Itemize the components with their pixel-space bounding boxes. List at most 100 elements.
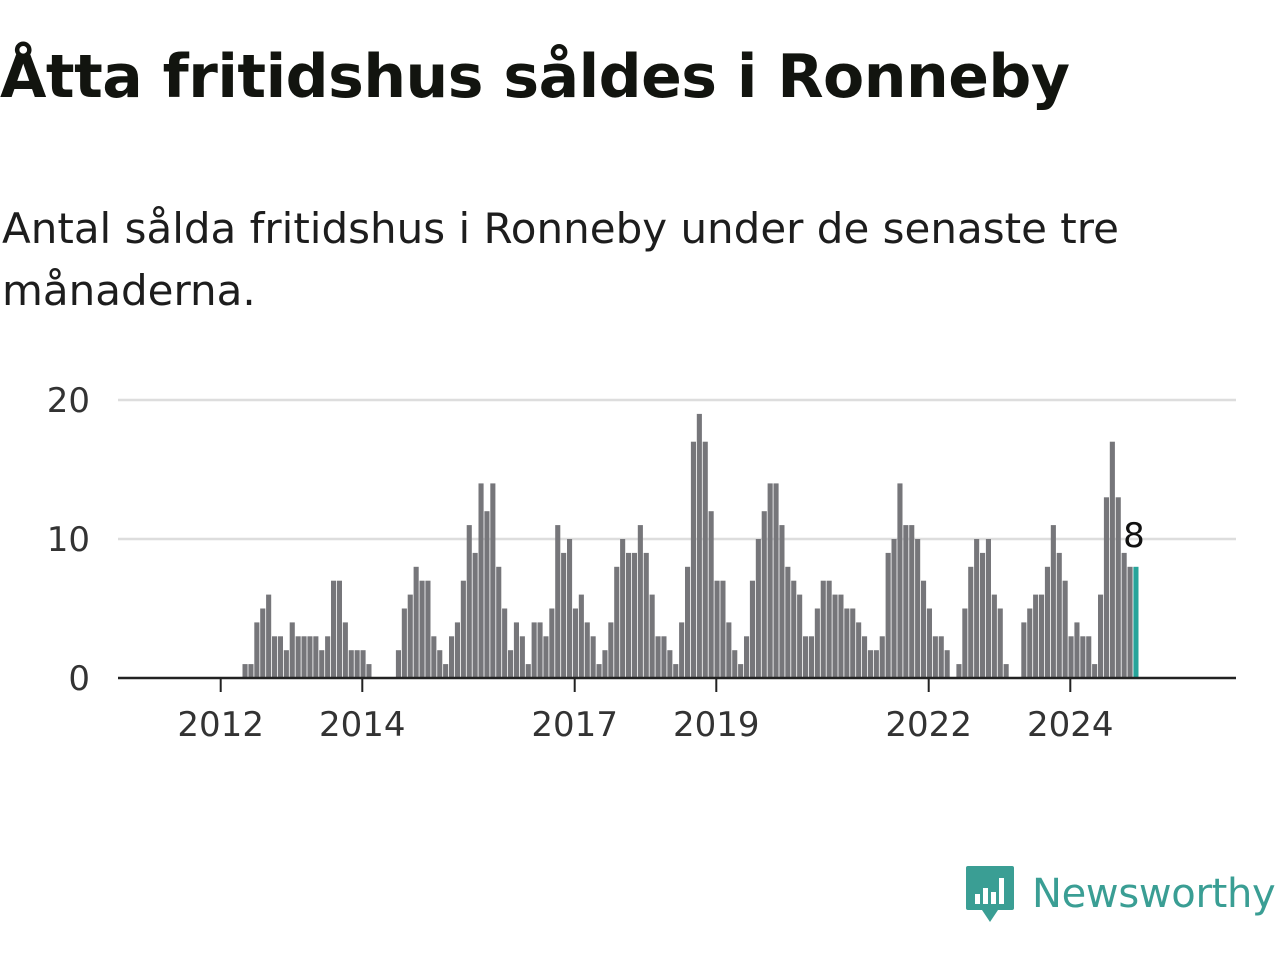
bar [260,608,266,678]
bar [454,622,460,678]
bar [1103,497,1109,678]
bar [749,580,755,678]
y-tick-label: 20 [47,381,90,421]
bar [897,483,903,678]
bar [289,622,295,678]
bar [696,413,702,678]
bar [814,608,820,678]
newsworthy-logo: Newsworthy [964,864,1276,924]
y-tick-label: 10 [47,520,90,560]
bar [319,650,325,678]
bar [1044,566,1050,678]
bar-chart: 0 10 20 2012 2014 2017 2019 2022 2024 8 [47,381,1236,745]
bar [690,441,696,678]
bar [437,650,443,678]
bar [248,664,254,678]
bar [926,608,932,678]
bar [1033,594,1039,678]
bar [614,566,620,678]
bar [561,552,567,678]
bar [401,608,407,678]
bar-chart-speech-bubble-icon [966,866,1014,922]
bar [702,441,708,678]
bar [938,636,944,678]
bar [272,636,278,678]
bar [985,539,991,678]
bar [720,580,726,678]
bar [956,664,962,678]
bar [1080,636,1086,678]
bar [649,594,655,678]
bar [283,650,289,678]
bar [980,552,986,678]
bar [1003,664,1009,678]
bar [1092,664,1098,678]
x-tick-label: 2014 [319,705,406,745]
bar [685,566,691,678]
bar [779,525,785,678]
bar [962,608,968,678]
bar [307,636,313,678]
bar [555,525,561,678]
bar [803,636,809,678]
bar [726,622,732,678]
bar [313,636,319,678]
bar [679,622,685,678]
bar [873,650,879,678]
bar [572,608,578,678]
bar [655,636,661,678]
bar [266,594,272,678]
bar [997,608,1003,678]
bar [466,525,472,678]
bar [637,525,643,678]
bar [1086,636,1092,678]
bar [472,552,478,678]
bar [1098,594,1104,678]
bar [460,580,466,678]
bar [1050,525,1056,678]
bar [903,525,909,678]
bar [862,636,868,678]
bar [797,594,803,678]
bar [1127,566,1133,678]
bar [773,483,779,678]
bar [567,539,573,678]
bar [1121,552,1127,678]
chart-title: Åtta fritidshus såldes i Ronneby [0,42,1070,112]
bar [584,622,590,678]
bar [336,580,342,678]
bar [738,664,744,678]
bar [1027,608,1033,678]
bar [1068,636,1074,678]
bar [348,650,354,678]
x-tick-label: 2024 [1027,705,1114,745]
bar [1109,441,1115,678]
chart-subtitle: Antal sålda fritidshus i Ronneby under d… [2,204,1119,315]
x-tick-label: 2017 [531,705,618,745]
bar [525,664,531,678]
bar [932,636,938,678]
bar [608,622,614,678]
bar [543,636,549,678]
bar [909,525,915,678]
bar [513,622,519,678]
bar [1021,622,1027,678]
bar [832,594,838,678]
x-tick-label: 2022 [885,705,972,745]
bar [673,664,679,678]
bar [626,552,632,678]
bar [761,511,767,678]
bar [838,594,844,678]
bar [991,594,997,678]
x-tick-label: 2012 [177,705,264,745]
bar [1056,552,1062,678]
bar [342,622,348,678]
bar [419,580,425,678]
bar [708,511,714,678]
bar [425,580,431,678]
bar [968,566,974,678]
bar [395,650,401,678]
bar [508,650,514,678]
bar [915,539,921,678]
bar [496,566,502,678]
